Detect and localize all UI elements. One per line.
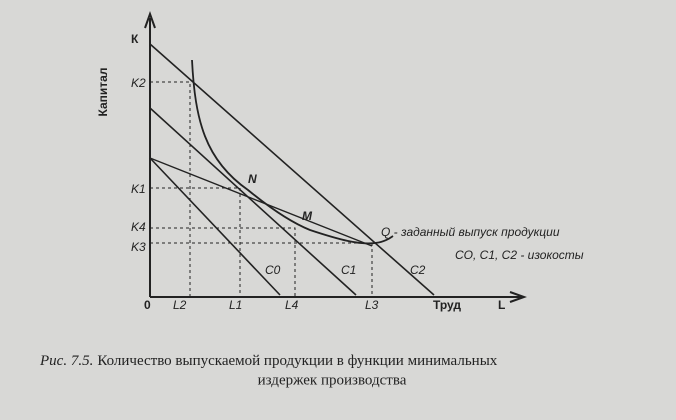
y-mark: K3 (131, 240, 146, 254)
guide (150, 187, 241, 297)
caption: Рис. 7.5. Количество выпускаемой продукци… (39, 353, 498, 369)
isoquant (191, 59, 394, 245)
guide (150, 227, 296, 297)
point-label: N (248, 172, 257, 186)
isocost-note: CO, C1, C2 - изокосты (455, 248, 584, 262)
isocost-label: C0 (265, 263, 281, 277)
isocost-c1 (149, 107, 357, 296)
caption-number: Рис. 7.5. (39, 353, 93, 369)
y-mark: K2 (131, 76, 146, 90)
x-mark: L1 (229, 298, 242, 312)
line (149, 157, 373, 247)
guide (150, 81, 191, 297)
x-letter: L (498, 298, 505, 312)
point-label: M (302, 209, 313, 223)
x-mark: L2 (173, 298, 187, 312)
x-mark: L4 (285, 298, 299, 312)
origin: 0 (144, 298, 151, 312)
guide (150, 242, 373, 297)
isocost-c0 (149, 157, 281, 296)
caption-text: издержек производства (258, 372, 407, 388)
caption-text: Количество выпускаемой продукции в функц… (97, 353, 497, 369)
y-mark: K1 (131, 182, 146, 196)
x-mark: L3 (365, 298, 379, 312)
y-arrow (144, 11, 156, 29)
y-mark: K4 (131, 220, 146, 234)
isocost-label: C1 (341, 263, 356, 277)
isoquant-label: Q - заданный выпуск продукции (381, 225, 560, 239)
x-arrow (509, 291, 527, 303)
y-label: Капитал (96, 68, 110, 117)
x-label: Труд (433, 298, 461, 312)
isocost-c2 (149, 43, 435, 296)
isocost-label: C2 (410, 263, 426, 277)
y-letter: К (131, 32, 139, 46)
